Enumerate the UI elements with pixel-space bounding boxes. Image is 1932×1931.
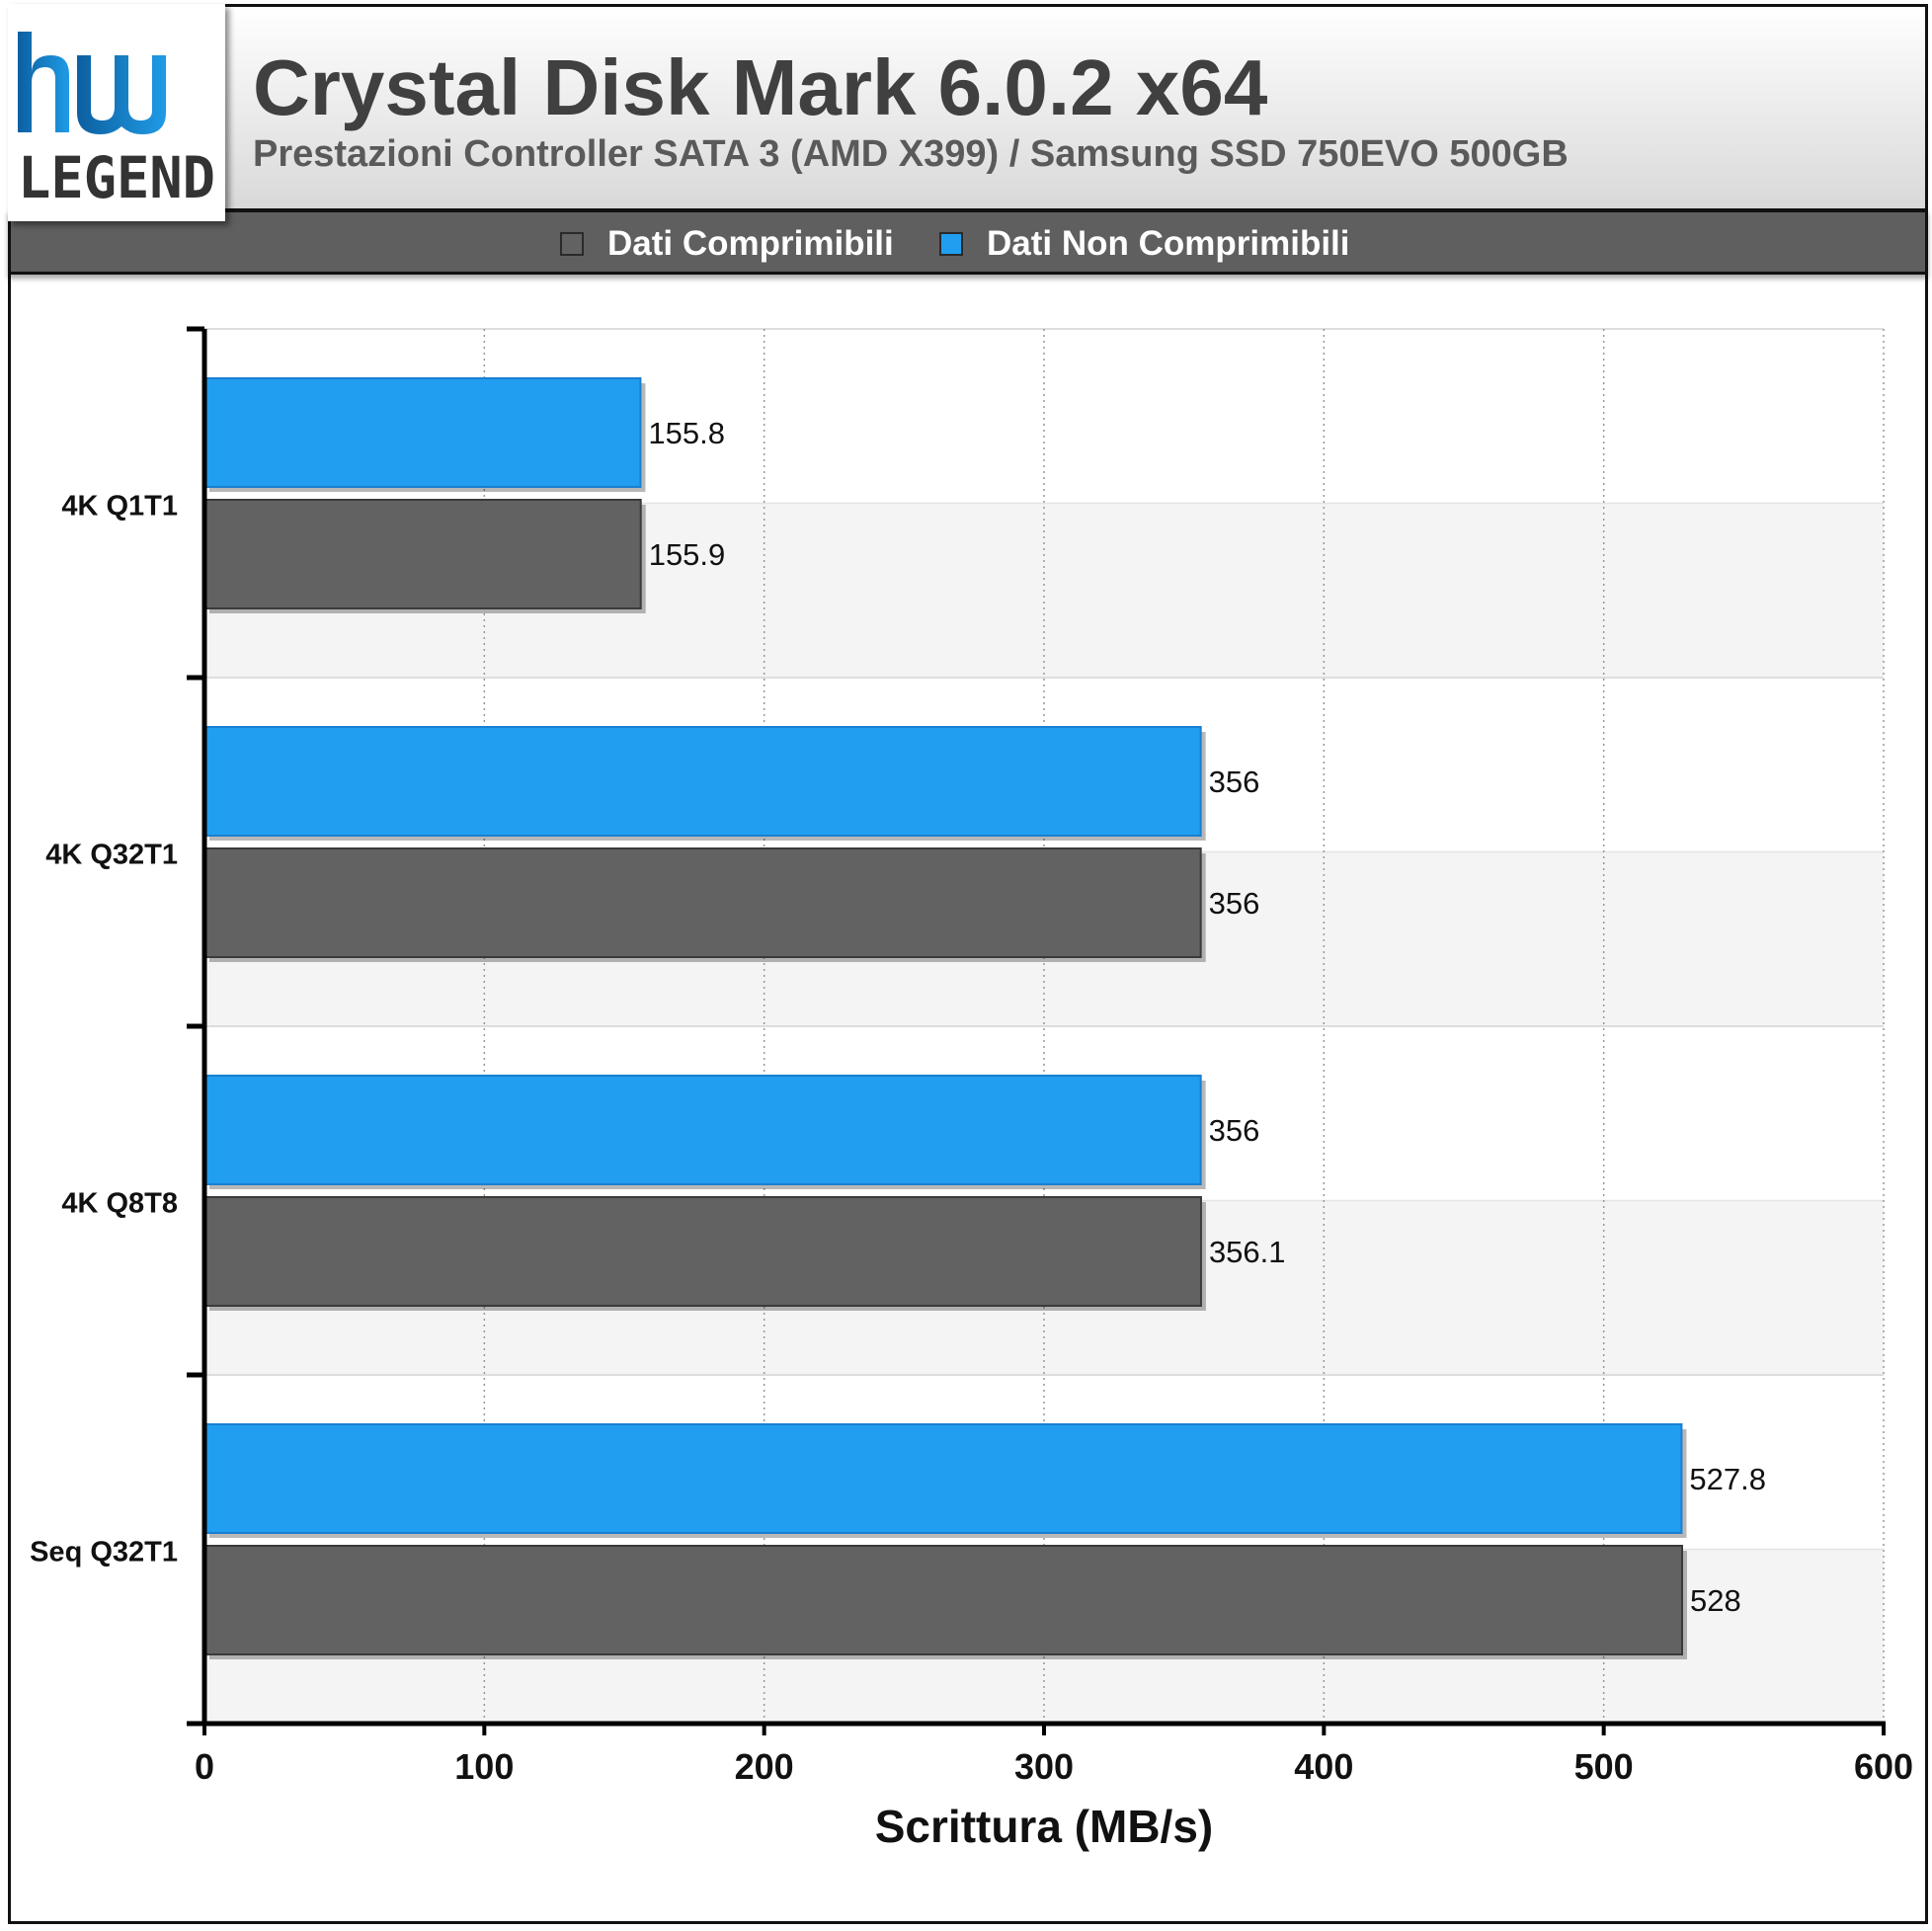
legend-label-compressible: Dati Comprimibili [607, 224, 894, 263]
bar-value-label: 528 [1690, 1583, 1741, 1618]
y-category-label: 4K Q8T8 [61, 1188, 178, 1220]
x-tick-label: 200 [735, 1746, 794, 1787]
chart-header: Crystal Disk Mark 6.0.2 x64 Prestazioni … [8, 4, 1928, 211]
bar-compressible [203, 1545, 1683, 1655]
svg-text:LEGEND: LEGEND [18, 144, 215, 211]
legend-label-incompressible: Dati Non Comprimibili [987, 224, 1350, 263]
x-tick-label: 600 [1854, 1746, 1913, 1787]
hwlegend-logo: LEGEND [8, 4, 225, 221]
bar-value-label: 155.8 [648, 416, 725, 450]
bar-value-label: 527.8 [1689, 1462, 1766, 1496]
bar-incompressible [203, 377, 642, 488]
bar-incompressible [203, 1423, 1683, 1534]
x-tick-label: 100 [454, 1746, 514, 1787]
bar-value-label: 356 [1209, 1113, 1260, 1148]
y-category-label: Seq Q32T1 [30, 1537, 178, 1569]
x-axis-title: Scrittura (MB/s) [875, 1801, 1213, 1852]
bar-value-label: 356 [1209, 764, 1260, 799]
bar-value-label: 356 [1209, 886, 1260, 921]
bar-incompressible [203, 726, 1202, 837]
chart-title: Crystal Disk Mark 6.0.2 x64 [253, 43, 1268, 131]
y-category-label: 4K Q32T1 [45, 840, 178, 871]
bar-value-label: 356.1 [1209, 1235, 1286, 1269]
legend-swatch-compressible [560, 232, 584, 256]
bar-value-label: 155.9 [649, 537, 726, 572]
x-tick-label: 500 [1574, 1746, 1634, 1787]
x-tick-label: 300 [1014, 1746, 1074, 1787]
legend-item-compressible: Dati Comprimibili [560, 224, 894, 264]
legend-swatch-incompressible [939, 232, 963, 256]
bar-compressible [203, 499, 642, 609]
y-category-label: 4K Q1T1 [61, 491, 178, 523]
bar-incompressible [203, 1075, 1202, 1185]
x-tick-label: 0 [195, 1746, 214, 1787]
legend-bar: Dati Comprimibili Dati Non Comprimibili [8, 209, 1928, 275]
bar-compressible [203, 847, 1202, 958]
legend-item-incompressible: Dati Non Comprimibili [939, 224, 1350, 264]
bar-compressible [203, 1196, 1202, 1307]
chart-subtitle: Prestazioni Controller SATA 3 (AMD X399)… [253, 133, 1569, 175]
x-tick-label: 400 [1294, 1746, 1353, 1787]
